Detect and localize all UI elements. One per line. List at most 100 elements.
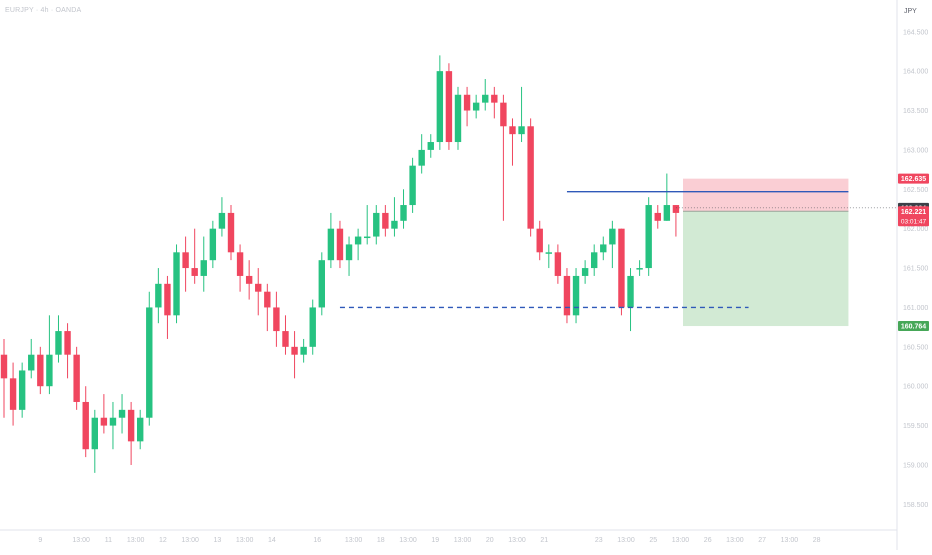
candle-up[interactable] [454,94,462,143]
candle-up[interactable] [645,205,652,269]
price-tick-label: 160.500 [903,344,928,351]
candle-up[interactable] [609,228,616,245]
candle-up[interactable] [391,220,398,229]
candle-down[interactable] [536,228,543,253]
candle-up[interactable] [373,212,380,237]
candle-up[interactable] [354,236,362,245]
candle-up[interactable] [409,165,416,206]
candle-down[interactable] [618,228,625,308]
candle-down[interactable] [672,205,680,213]
price-tick-label: 163.000 [903,147,928,154]
candle-down[interactable] [9,378,17,410]
time-tick-label: 13 [213,537,221,544]
time-tick-label: 13:00 [345,537,363,544]
candle-down[interactable] [100,417,108,426]
time-tick-label: 13:00 [726,537,744,544]
candle-up[interactable] [218,212,226,229]
candle-up[interactable] [436,71,444,143]
take-profit-zone[interactable] [683,211,849,327]
candle-down[interactable] [182,252,189,269]
candle-up[interactable] [173,252,180,316]
candle-up[interactable] [581,268,589,276]
candle-up[interactable] [400,205,407,221]
candle-up[interactable] [118,409,126,418]
candle-up[interactable] [318,260,325,308]
candle-down[interactable] [554,252,562,276]
time-tick-label: 13:00 [617,537,635,544]
price-tick-label: 160.000 [903,384,928,391]
time-tick-label: 13:00 [72,537,90,544]
candle-down[interactable] [264,291,271,308]
price-tick-label: 158.500 [903,502,928,509]
candle-down[interactable] [127,409,135,442]
candle-down[interactable] [245,275,253,284]
candle-up[interactable] [137,417,144,442]
stop-price-label: 162.635 [901,176,926,183]
candle-up[interactable] [418,149,425,166]
time-tick-label: 12 [159,537,167,544]
candle-up[interactable] [572,275,580,316]
candle-up[interactable] [146,307,153,418]
candle-down[interactable] [82,401,89,450]
candle-down[interactable] [227,212,235,253]
candle-up[interactable] [155,283,162,308]
candle-up[interactable] [427,142,434,150]
candle-down[interactable] [236,252,244,276]
candle-up[interactable] [591,252,598,269]
candle-up[interactable] [472,102,480,111]
candle-up[interactable] [364,236,371,239]
candle-up[interactable] [46,354,53,387]
candle-down[interactable] [282,331,289,347]
candle-up[interactable] [663,205,671,221]
time-tick-label: 18 [377,537,385,544]
candle-down[interactable] [164,283,171,316]
symbol-title: EURJPY · 4h · OANDA [5,7,82,14]
candle-down[interactable] [500,102,507,127]
candle-down[interactable] [0,354,8,379]
candle-up[interactable] [545,252,552,254]
candle-up[interactable] [209,228,217,261]
candle-up[interactable] [309,307,316,347]
candle-down[interactable] [527,126,534,229]
currency-label[interactable]: JPY [904,8,917,15]
candle-up[interactable] [300,346,307,355]
candle-up[interactable] [327,228,335,261]
candle-up[interactable] [345,244,353,261]
candle-up[interactable] [55,331,62,355]
time-tick-label: 23 [595,537,603,544]
candle-down[interactable] [463,94,471,111]
candle-up[interactable] [636,268,643,270]
candle-up[interactable] [482,94,489,103]
candle-up[interactable] [91,417,98,450]
candle-down[interactable] [73,354,80,402]
candle-up[interactable] [18,370,26,410]
candle-up[interactable] [600,244,607,253]
candle-down[interactable] [291,346,298,355]
time-tick-label: 13:00 [236,537,254,544]
price-tick-label: 163.500 [903,108,928,115]
time-tick-label: 13:00 [127,537,145,544]
candle-down[interactable] [273,307,280,332]
candle-down[interactable] [509,126,516,135]
time-tick-label: 13:00 [672,537,690,544]
candle-down[interactable] [563,275,571,316]
candle-down[interactable] [37,354,44,387]
candle-up[interactable] [200,260,207,276]
time-tick-label: 20 [486,537,494,544]
candle-down[interactable] [255,283,262,292]
candle-up[interactable] [518,126,525,135]
candle-down[interactable] [654,212,661,221]
candle-down[interactable] [382,212,389,229]
stop-loss-zone[interactable] [683,178,849,212]
candle-down[interactable] [445,71,453,143]
time-tick-label: 19 [431,537,439,544]
candle-down[interactable] [491,94,498,103]
candle-down[interactable] [191,268,198,276]
candle-up[interactable] [28,354,35,371]
candle-up[interactable] [109,417,117,426]
candle-up[interactable] [627,275,634,308]
candle-down[interactable] [336,228,344,261]
candle-down[interactable] [64,331,71,355]
